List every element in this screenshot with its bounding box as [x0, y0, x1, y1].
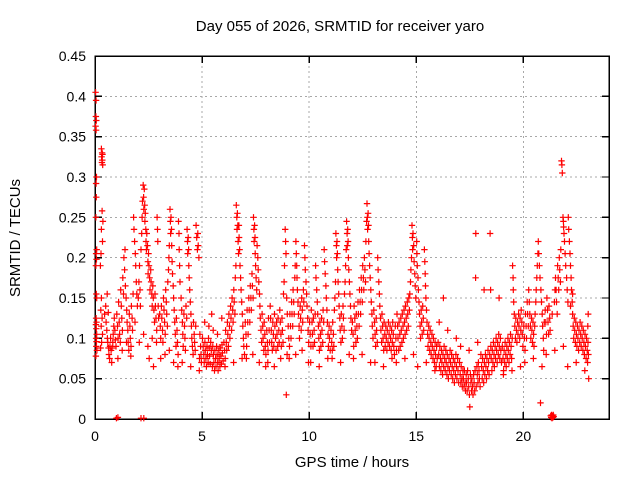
chart-title: Day 055 of 2026, SRMTID for receiver yar…	[196, 18, 484, 35]
y-tick-label: 0.45	[59, 48, 86, 64]
data-points	[92, 89, 592, 422]
y-axis-label: SRMTID / TECUs	[7, 179, 24, 297]
y-tick-label: 0.35	[59, 129, 86, 145]
x-tick-label: 0	[91, 428, 99, 444]
axes-and-ticks	[94, 55, 610, 420]
y-tick-label: 0.4	[67, 88, 87, 104]
y-tick-label: 0.25	[59, 209, 86, 225]
y-tick-label: 0.1	[67, 330, 87, 346]
plot-border	[94, 55, 610, 420]
x-tick-label: 10	[301, 428, 317, 444]
y-tick-label: 0.15	[59, 290, 86, 306]
y-tick-label: 0.05	[59, 371, 86, 387]
tick-labels: 0 5 10 15 20 0 0.05 0.1 0.15 0.2 0.25 0.3 0.35 0.4 0.4…	[59, 48, 532, 444]
grid-lines	[95, 56, 609, 419]
scatter-markers	[92, 89, 592, 422]
x-tick-label: 15	[408, 428, 424, 444]
x-tick-label: 5	[198, 428, 206, 444]
y-tick-label: 0	[78, 411, 86, 427]
y-tick-label: 0.2	[67, 250, 87, 266]
x-axis-label: GPS time / hours	[295, 454, 409, 471]
x-tick-label: 20	[516, 428, 532, 444]
y-tick-label: 0.3	[67, 169, 87, 185]
